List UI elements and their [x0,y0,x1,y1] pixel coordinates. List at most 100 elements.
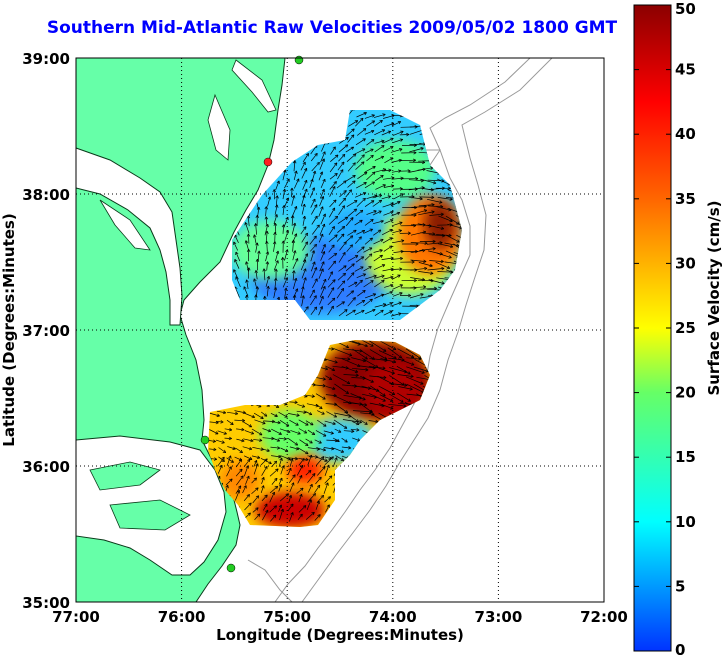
velocity-vector-head [221,442,225,444]
velocity-vector-head [256,457,260,460]
velocity-vector-head [263,485,265,489]
velocity-vector [278,457,283,468]
velocity-vector-head [315,235,317,239]
velocity-vector-head [248,249,251,253]
velocity-vector-head [312,261,316,265]
velocity-vector-head [266,275,270,279]
velocity-vector [356,112,367,118]
velocity-vector-head [374,194,378,196]
velocity-vector [306,403,319,407]
velocity-vector [261,448,270,452]
velocity-vector [328,226,335,235]
velocity-vector-head [360,236,362,240]
velocity-vector-head [246,233,249,237]
velocity-vector-head [299,475,303,478]
velocity-vector-head [276,478,278,482]
velocity-vector [417,167,434,171]
velocity-vector-head [283,169,286,173]
velocity-vector-head [343,280,346,284]
velocity-vector [409,293,424,299]
velocity-vector-head [403,404,407,407]
velocity-vector [409,147,424,153]
velocity-vector-head [271,438,275,441]
velocity-vector [300,226,307,235]
velocity-vector-head [325,458,328,462]
velocity-vector-head [306,422,309,426]
velocity-vector-head [277,250,280,254]
velocity-vector [334,412,352,417]
velocity-vector [224,428,232,431]
velocity-vector [293,160,296,172]
velocity-vector-head [275,277,278,282]
velocity-vector [350,428,360,431]
velocity-vector-head [362,256,365,260]
velocity-vector-head [349,235,353,237]
velocity-vector-head [406,134,410,137]
velocity-vector [355,209,364,217]
velocity-vector-head [322,379,326,381]
velocity-vector [243,438,254,442]
velocity-vector-head [333,393,337,396]
velocity-vector [374,129,385,136]
velocity-vector-head [399,267,403,270]
velocity-vector-head [398,158,402,161]
velocity-vector-head [290,187,293,191]
velocity-vector-head [344,198,346,202]
velocity-vector-head [342,233,345,237]
velocity-vector [270,412,278,417]
velocity-vector-head [371,130,375,134]
velocity-vector [390,302,402,307]
velocity-vector-head [246,261,249,265]
velocity-vector [325,365,335,371]
velocity-vector [348,281,358,288]
velocity-vector-head [315,244,317,248]
velocity-vector [253,463,259,475]
velocity-vector-head [269,461,272,464]
velocity-vector-head [279,477,283,481]
velocity-vector-head [341,280,345,283]
velocity-vector [302,216,306,226]
velocity-vector-head [303,410,307,413]
velocity-vector [409,286,426,289]
velocity-vector-head [303,295,305,299]
velocity-vector-head [332,423,336,426]
velocity-vector [317,410,325,415]
velocity-vector [384,284,394,288]
velocity-vector-head [254,223,256,227]
velocity-vector [369,357,388,361]
velocity-vector [269,505,277,513]
velocity-vector-head [333,199,337,202]
velocity-vector [314,484,321,493]
velocity-vector [391,212,400,217]
velocity-vector-head [348,447,352,450]
velocity-vector-head [375,421,379,424]
velocity-vector [352,410,373,413]
velocity-vector-head [388,131,392,134]
velocity-vector [390,257,403,260]
velocity-vector-head [311,454,313,459]
velocity-vector-head [263,415,267,417]
velocity-vector-head [411,354,415,358]
velocity-vector [355,138,366,146]
velocity-vector [265,206,267,217]
velocity-vector-head [423,209,427,211]
velocity-vector-head [381,156,385,160]
velocity-vector-head [359,420,362,423]
velocity-vector-head [335,360,338,363]
velocity-vector [334,357,351,360]
velocity-vector [292,239,294,252]
velocity-vector-head [267,196,271,200]
velocity-vector-head [450,270,454,273]
velocity-vector-head [275,260,279,263]
velocity-vector [265,276,270,287]
velocity-vector-head [381,274,385,277]
velocity-vector-head [249,424,253,428]
velocity-vector [352,367,369,371]
velocity-vector-head [253,477,257,480]
velocity-vector [366,154,374,162]
velocity-vector-head [422,223,426,226]
velocity-vector [261,509,269,521]
velocity-vector-head [303,226,307,229]
velocity-vector-head [334,362,338,364]
velocity-vector-head [290,215,294,219]
